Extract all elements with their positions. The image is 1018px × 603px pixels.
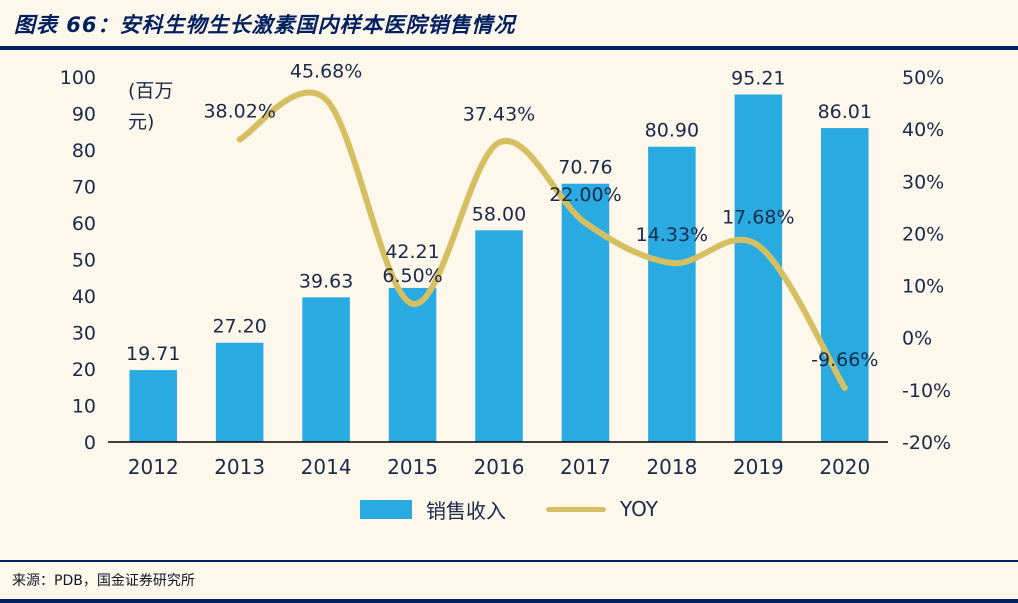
right-axis-tick: -10% bbox=[902, 380, 951, 402]
left-axis-tick: 20 bbox=[72, 359, 96, 381]
x-axis-label: 2018 bbox=[646, 455, 697, 479]
left-axis-tick: 10 bbox=[72, 396, 96, 418]
right-axis-tick: 10% bbox=[902, 276, 944, 298]
x-axis-label: 2013 bbox=[214, 455, 265, 479]
sales-yoy-combo-chart: 0 10 20 30 40 50 60 70 80 90 100 -20% -10% 0% 10% 20% 30… bbox=[60, 61, 951, 479]
right-axis-tick: 20% bbox=[902, 223, 944, 245]
left-axis-tick: 80 bbox=[72, 140, 96, 162]
right-axis-tick: 30% bbox=[902, 171, 944, 193]
bar-value-label: 80.90 bbox=[645, 120, 699, 142]
bar-value-label: 42.21 bbox=[385, 241, 439, 263]
bar-value-label: 58.00 bbox=[472, 203, 526, 225]
bar-sales-revenue bbox=[648, 146, 696, 442]
right-axis-tick: 0% bbox=[902, 328, 932, 350]
yoy-line bbox=[236, 89, 848, 392]
bar-sales-revenue bbox=[129, 370, 177, 442]
left-axis-tick: 60 bbox=[72, 213, 96, 235]
bar-sales-revenue bbox=[215, 342, 264, 442]
right-axis-tick: 50% bbox=[902, 67, 944, 89]
legend-line-swatch bbox=[546, 506, 606, 512]
bar-value-label: 70.76 bbox=[558, 157, 612, 179]
right-axis-tick: 40% bbox=[902, 119, 944, 141]
bar-value-label: 39.63 bbox=[299, 270, 353, 292]
yoy-value-label: 17.68% bbox=[722, 207, 794, 229]
x-axis-label: 2017 bbox=[560, 455, 611, 479]
chart-legend: 销售收入 YOY bbox=[0, 492, 1018, 526]
x-axis-label: 2016 bbox=[474, 455, 525, 479]
bar-value-label: 86.01 bbox=[818, 101, 872, 123]
yoy-value-label: 38.02% bbox=[203, 100, 275, 122]
bar-sales-revenue bbox=[475, 230, 523, 442]
legend-bar-label: 销售收入 bbox=[426, 498, 506, 523]
x-axis-label: 2014 bbox=[301, 455, 352, 479]
yoy-value-label: 6.50% bbox=[382, 265, 442, 287]
bar-sales-revenue bbox=[388, 287, 437, 442]
yoy-value-label: 37.43% bbox=[463, 104, 535, 126]
x-axis-label: 2015 bbox=[387, 455, 438, 479]
bar-value-label: 19.71 bbox=[126, 343, 180, 365]
left-axis-tick: 0 bbox=[84, 432, 96, 454]
bar-sales-revenue bbox=[821, 128, 869, 442]
left-axis-tick: 50 bbox=[72, 250, 96, 272]
left-axis-tick: 90 bbox=[72, 104, 96, 126]
x-axis-label: 2020 bbox=[819, 455, 870, 479]
left-axis-tick: 30 bbox=[72, 323, 96, 345]
legend-bar-swatch bbox=[360, 499, 412, 519]
right-axis-tick: -20% bbox=[902, 432, 951, 454]
x-axis-label: 2019 bbox=[733, 455, 784, 479]
bar-value-label: 27.20 bbox=[212, 316, 266, 338]
bar-sales-revenue bbox=[734, 94, 783, 442]
yoy-value-label: 22.00% bbox=[549, 184, 621, 206]
chart-header: 图表 66：安科生物生长激素国内样本医院销售情况 bbox=[0, 0, 1018, 50]
source-text: 来源：PDB，国金证券研究所 bbox=[12, 573, 195, 589]
unit-label: (百万 bbox=[128, 80, 173, 102]
x-axis-label: 2012 bbox=[128, 455, 179, 479]
unit-label: 元) bbox=[128, 111, 154, 133]
left-axis-tick: 100 bbox=[60, 67, 96, 89]
yoy-value-label: -9.66% bbox=[811, 349, 878, 371]
bar-value-label: 95.21 bbox=[731, 67, 785, 89]
legend-line-label: YOY bbox=[620, 497, 658, 521]
chart-title: 图表 66：安科生物生长激素国内样本医院销售情况 bbox=[14, 13, 516, 37]
left-axis-tick: 70 bbox=[72, 177, 96, 199]
yoy-value-label: 45.68% bbox=[290, 61, 362, 83]
bar-sales-revenue bbox=[302, 297, 350, 442]
chart-footer: 来源：PDB，国金证券研究所 bbox=[0, 560, 1018, 603]
left-axis-tick: 40 bbox=[72, 286, 96, 308]
bar-sales-revenue bbox=[561, 183, 610, 442]
yoy-value-label: 14.33% bbox=[636, 224, 708, 246]
